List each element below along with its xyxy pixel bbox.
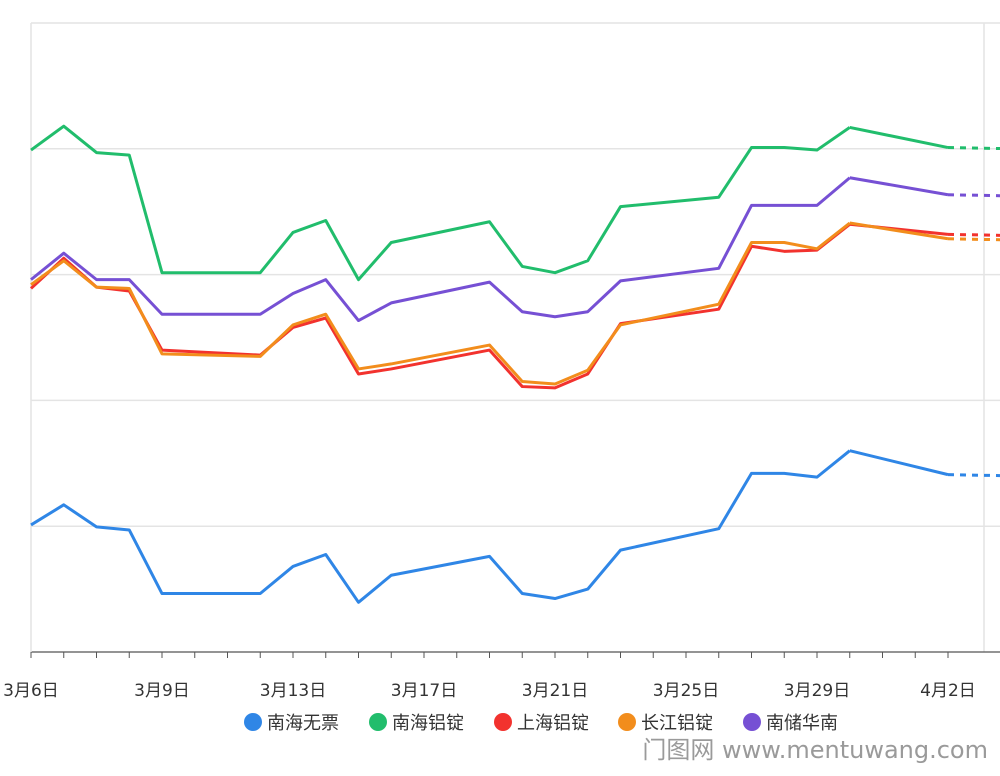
legend-marker[interactable] bbox=[743, 713, 761, 731]
legend-marker[interactable] bbox=[369, 713, 387, 731]
x-tick-label: 3月21日 bbox=[522, 681, 588, 701]
series-line-dashed-2 bbox=[947, 146, 1000, 151]
x-tick-label: 3月29日 bbox=[784, 681, 850, 701]
series-line-dashed-5 bbox=[947, 193, 1000, 198]
series-line-tail-5 bbox=[849, 176, 949, 197]
legend-marker[interactable] bbox=[618, 713, 636, 731]
legend-label[interactable]: 上海铝锭 bbox=[517, 713, 589, 734]
series-line-tail-2 bbox=[849, 125, 949, 150]
legend-label[interactable]: 南海无票 bbox=[267, 713, 339, 734]
legend-label[interactable]: 长江铝锭 bbox=[641, 713, 713, 734]
x-tick-label: 3月13日 bbox=[260, 681, 326, 701]
series-line-dashed-1 bbox=[947, 473, 1000, 478]
x-axis bbox=[30, 23, 1000, 658]
series-line-2 bbox=[30, 124, 851, 282]
x-tick-label: 3月6日 bbox=[3, 681, 59, 701]
watermark-text: 门图网 www.mentuwang.com bbox=[642, 736, 988, 764]
series-line-4 bbox=[30, 221, 851, 386]
x-tick-label: 3月25日 bbox=[653, 681, 719, 701]
series-line-5 bbox=[30, 176, 851, 323]
x-tick-label: 4月2日 bbox=[920, 681, 976, 701]
series-line-1 bbox=[30, 449, 851, 604]
legend-marker[interactable] bbox=[494, 713, 512, 731]
legend-label[interactable]: 南储华南 bbox=[766, 713, 838, 734]
series-lines bbox=[29, 124, 1000, 604]
legend-label[interactable]: 南海铝锭 bbox=[392, 713, 464, 734]
grid-lines bbox=[31, 22, 1000, 652]
series-line-tail-4 bbox=[849, 221, 949, 241]
series-line-dashed-4 bbox=[947, 237, 1000, 242]
legend-marker[interactable] bbox=[244, 713, 262, 731]
x-tick-label: 3月17日 bbox=[391, 681, 457, 701]
x-tick-labels: 3月6日 3月9日 3月13日 3月17日 3月21日 3月25日 3月29日 4月2日 bbox=[3, 681, 976, 701]
series-line-tail-1 bbox=[849, 449, 949, 477]
series-line-dashed-3 bbox=[947, 232, 1000, 237]
x-tick-label: 3月9日 bbox=[134, 681, 190, 701]
legend: 南海无票 南海铝锭 上海铝锭 长江铝锭 南储华南 bbox=[244, 713, 838, 734]
